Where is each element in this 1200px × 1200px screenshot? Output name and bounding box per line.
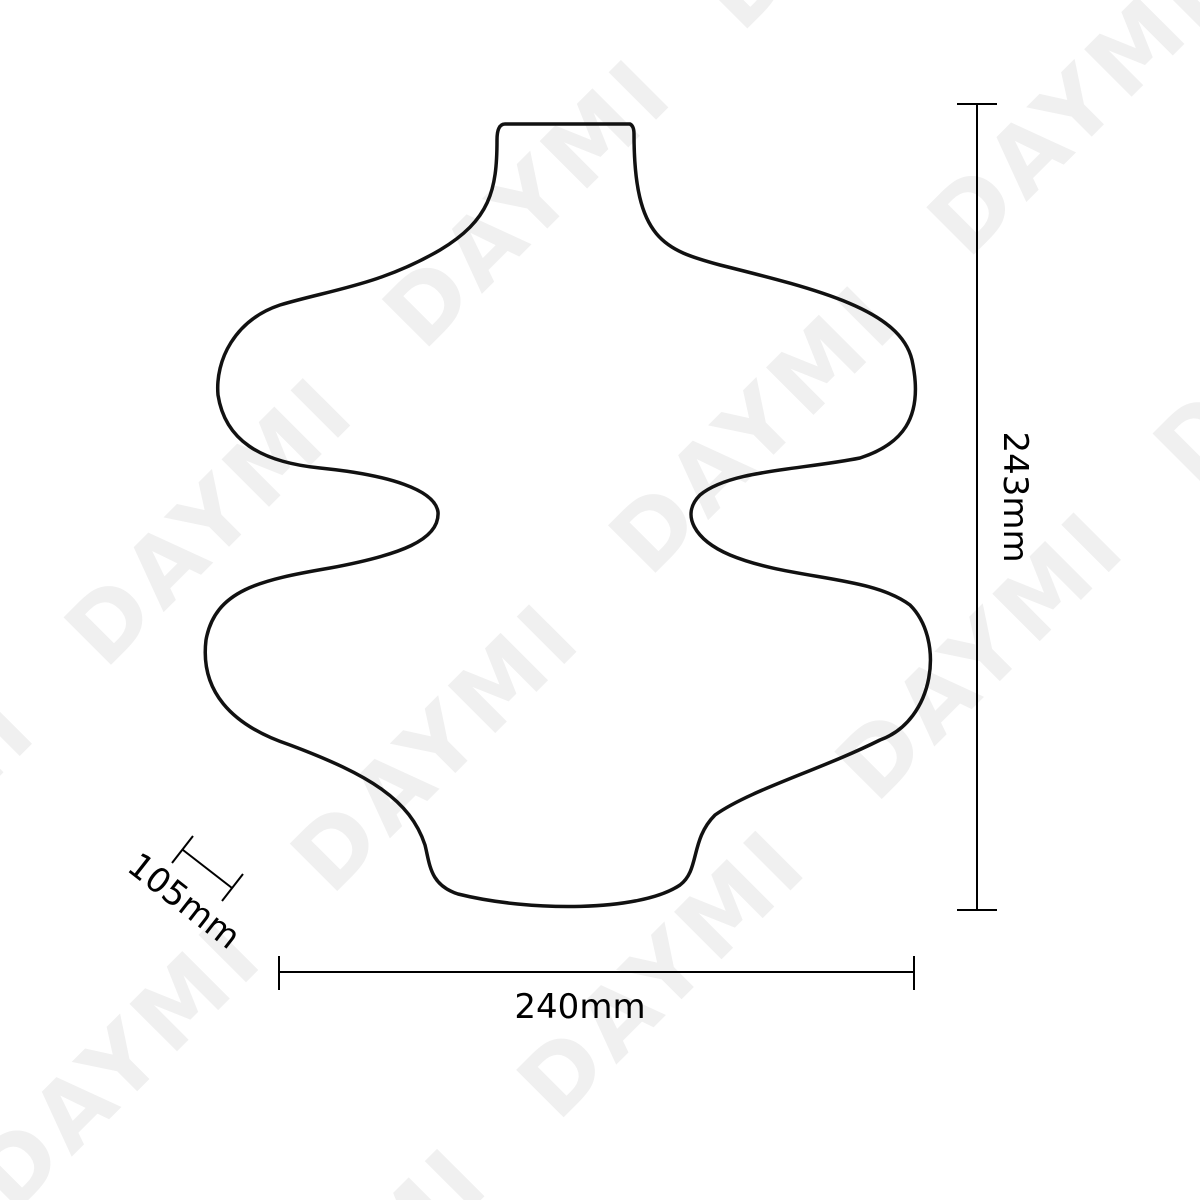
watermark-10: DAYMI	[497, 808, 828, 1139]
depth-dimension-cap-right	[221, 873, 244, 902]
watermark-1: DAYMI	[0, 673, 58, 1004]
depth-dimension-cap-left	[171, 835, 194, 864]
watermark-6: DAYMI	[271, 581, 602, 912]
watermark-8: DAYMI	[908, 0, 1200, 276]
depth-dimension-line	[182, 849, 233, 889]
watermark-4: DAYMI	[681, 0, 1012, 50]
watermark-9: DAYMI	[179, 1126, 510, 1200]
width-dimension: 240mm	[278, 956, 915, 1027]
width-label: 240mm	[514, 987, 645, 1027]
watermark-11: DAYMI	[816, 490, 1147, 821]
watermark-12: DAYMI	[1134, 171, 1200, 502]
height-label: 243mm	[995, 431, 1035, 562]
vase-outline	[203, 122, 933, 909]
watermark-3: DAYMI	[363, 37, 694, 368]
watermark-5: DAYMI	[0, 900, 284, 1200]
height-dimension: 243mm	[957, 103, 1035, 911]
watermark-2: DAYMI	[45, 355, 376, 686]
